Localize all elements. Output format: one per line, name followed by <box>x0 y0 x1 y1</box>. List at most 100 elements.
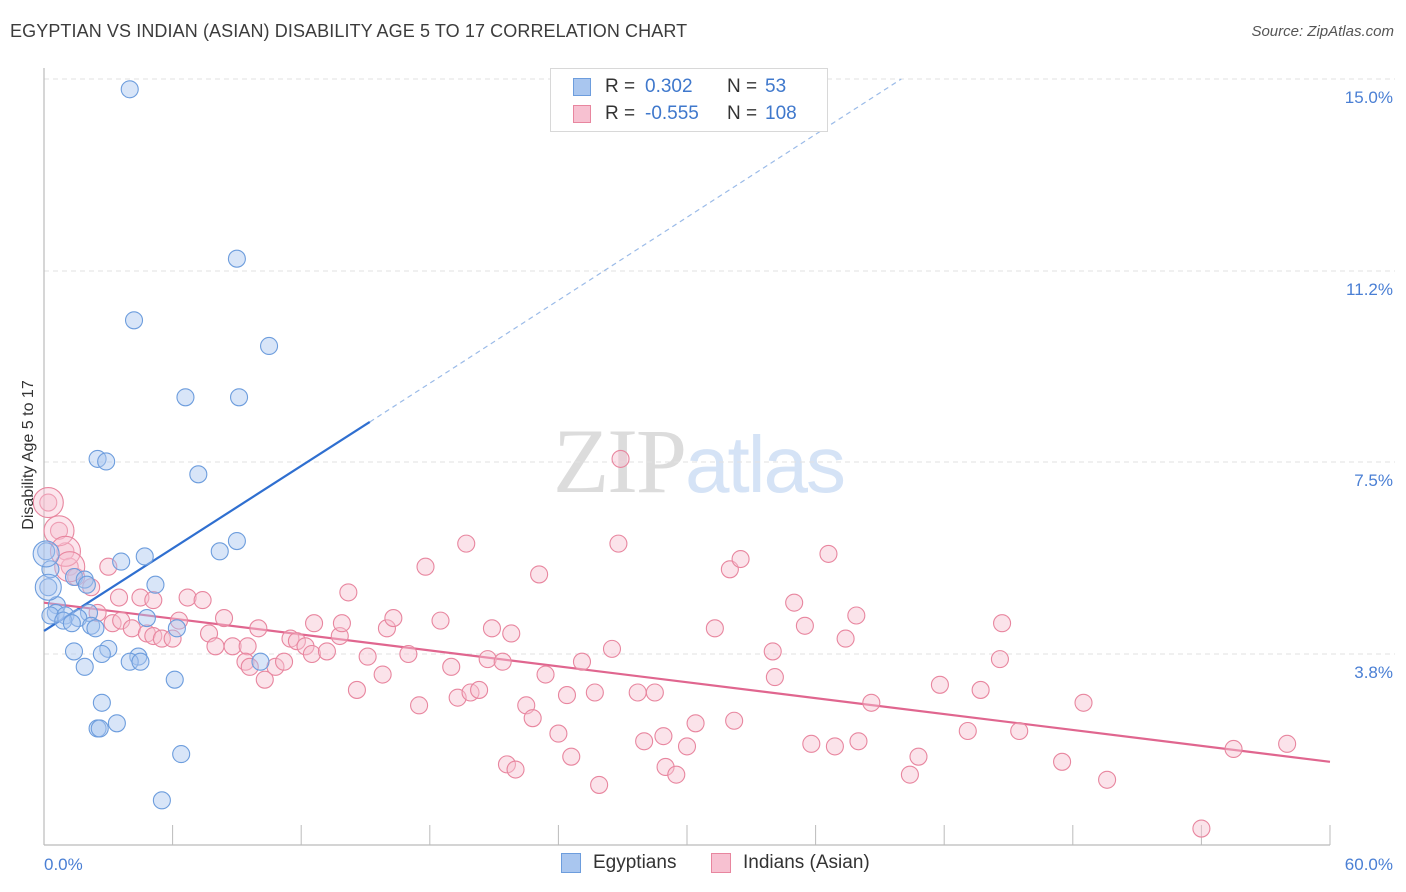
indians-point <box>836 629 855 648</box>
indians-point <box>677 737 697 756</box>
indians-point <box>122 619 141 638</box>
egyptians-point <box>90 719 109 738</box>
legend-swatch-indians <box>573 105 591 123</box>
legend-n-label: N = <box>727 103 758 124</box>
egyptians-point <box>107 714 126 733</box>
indians-point <box>667 765 686 784</box>
indians-point <box>60 557 79 576</box>
egyptians-point <box>39 578 58 597</box>
egyptians-point <box>77 575 96 594</box>
egyptians-point <box>167 619 186 638</box>
indians-point <box>399 644 418 664</box>
grid-lines <box>44 78 1395 655</box>
egyptians-point <box>62 614 81 633</box>
indians-point <box>302 644 321 664</box>
indians-point <box>410 696 429 715</box>
indians-point <box>497 755 517 774</box>
chart-title: EGYPTIAN VS INDIAN (ASIAN) DISABILITY AG… <box>10 21 688 41</box>
indians-point <box>763 642 782 661</box>
indians-point <box>1098 770 1117 789</box>
indians-point <box>819 544 838 563</box>
indians-point <box>530 565 549 584</box>
indians-point <box>862 693 881 712</box>
bottom-legend-label-egyptians: Egyptians <box>593 852 677 873</box>
indians-point <box>347 680 366 699</box>
indians-point <box>725 711 744 730</box>
indians-point <box>1010 721 1029 741</box>
egyptians-point <box>172 745 191 764</box>
indians-point <box>847 606 866 625</box>
egyptians-point <box>120 80 139 99</box>
indians-point <box>1053 752 1072 771</box>
egyptians-point <box>137 609 156 628</box>
egyptians-point <box>86 619 105 638</box>
indians-point <box>686 714 705 733</box>
indians-point <box>971 680 990 699</box>
legend-r-label: R = <box>605 103 636 124</box>
bottom-legend-swatch-indians <box>711 853 731 873</box>
egyptians-point <box>64 642 84 661</box>
indians-point <box>628 683 647 702</box>
watermark-zip: ZIP <box>553 410 687 512</box>
indians-point <box>611 449 630 468</box>
indians-trend <box>43 601 1331 763</box>
indians-point <box>1224 739 1243 759</box>
indians-point-large <box>54 551 86 583</box>
indians-point <box>1278 734 1297 753</box>
watermark-atlas: atlas <box>685 420 846 509</box>
egyptians-point <box>176 388 195 407</box>
indians-point <box>255 670 274 689</box>
egyptians-point <box>112 552 131 571</box>
indians-point <box>909 747 928 766</box>
indians-point <box>305 614 324 633</box>
indians-point <box>990 650 1009 669</box>
egyptians-point <box>259 336 279 356</box>
indians-point <box>238 637 257 656</box>
indians-point <box>275 652 294 671</box>
indians-point <box>287 632 306 651</box>
y-tick-label: 11.2% <box>1346 280 1393 299</box>
legend: R = 0.302 N = 53 R = -0.555 N = 108 <box>550 68 828 132</box>
indians-point <box>502 624 521 643</box>
y-tick-label: 3.8% <box>1354 663 1393 682</box>
indians-point <box>802 734 821 753</box>
indians-point <box>240 657 259 676</box>
indians-point <box>825 737 844 756</box>
indians-point <box>49 521 69 540</box>
indians-point <box>572 652 592 671</box>
bottom-legend-indians: Indians (Asian) <box>711 852 870 874</box>
indians-trend-line <box>43 601 1331 763</box>
indians-point <box>765 668 784 687</box>
indians-point <box>373 665 392 684</box>
indians-point <box>795 616 814 635</box>
egyptians-point <box>131 652 150 671</box>
x-tick-label-max: 60.0% <box>1345 855 1393 874</box>
indians-point <box>562 747 581 766</box>
indians-point <box>930 675 949 694</box>
egyptians-points <box>32 80 279 810</box>
indians-point <box>109 588 129 607</box>
indians-point <box>384 609 403 628</box>
indians-point <box>144 591 163 610</box>
egyptians-point <box>146 575 165 594</box>
axes <box>43 68 1331 846</box>
egyptians-point <box>227 532 246 551</box>
egyptians-point <box>120 652 139 671</box>
y-tick-label: 15.0% <box>1345 88 1393 107</box>
bottom-legend-swatch-egyptians <box>561 853 581 873</box>
indians-point <box>178 588 197 607</box>
indians-point <box>39 493 58 512</box>
egyptians-point <box>189 465 208 484</box>
indians-point <box>214 609 234 628</box>
egyptians-point <box>124 311 144 330</box>
indians-point <box>163 629 182 648</box>
indians-point-large <box>43 515 75 547</box>
indians-point <box>457 534 476 553</box>
egyptians-point <box>210 542 229 561</box>
bottom-legend-label-indians: Indians (Asian) <box>743 852 870 873</box>
indians-point <box>585 683 604 702</box>
x-tick-labels: 0.0% 60.0% <box>44 855 1393 874</box>
indians-point <box>1192 819 1211 838</box>
indians-point <box>958 721 977 741</box>
